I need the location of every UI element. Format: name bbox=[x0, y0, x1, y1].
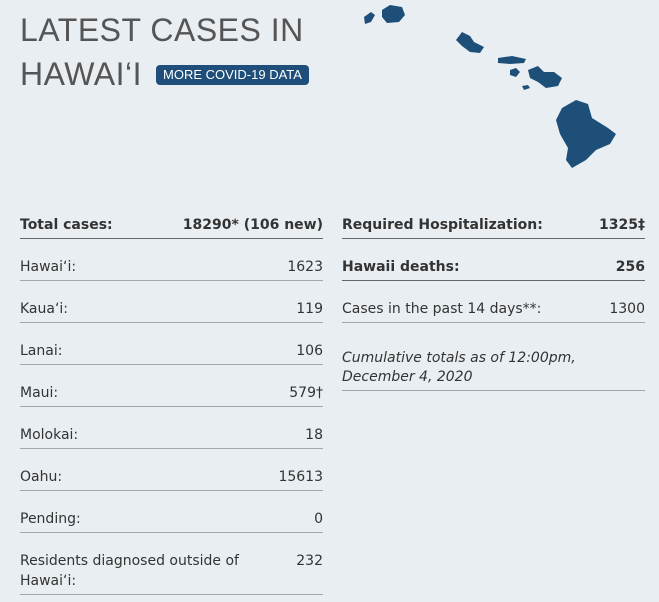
row-value: 1325‡ bbox=[599, 217, 645, 233]
row-label: Hawai‘i: bbox=[20, 259, 77, 275]
row-value: 15613 bbox=[278, 469, 323, 485]
row-value: 1300 bbox=[609, 301, 645, 317]
title-line: HAWAI‘I MORE COVID-19 DATA bbox=[20, 52, 309, 96]
left-table: Total cases: 18290* (106 new) Hawai‘i: 1623… bbox=[20, 197, 323, 595]
row-value: 1623 bbox=[287, 259, 323, 275]
table-row: Molokai: 18 bbox=[20, 407, 323, 449]
title: LATEST CASES IN HAWAI‘I MORE COVID-19 DAT… bbox=[20, 8, 309, 96]
table-row: Cases in the past 14 days**: 1300 bbox=[342, 281, 645, 323]
table-row: Hawaii deaths: 256 bbox=[342, 239, 645, 281]
right-table: Required Hospitalization: 1325‡ Hawaii dea… bbox=[342, 197, 645, 391]
hawaii-map bbox=[364, 5, 616, 168]
table-row: Lanai: 106 bbox=[20, 323, 323, 365]
title-text: HAWAI‘I bbox=[20, 56, 143, 92]
row-value: 232 bbox=[296, 553, 323, 569]
row-label: Kaua‘i: bbox=[20, 301, 69, 317]
more-data-button[interactable]: MORE COVID-19 DATA bbox=[156, 65, 309, 85]
row-label: Pending: bbox=[20, 511, 81, 527]
table-row: Required Hospitalization: 1325‡ bbox=[342, 197, 645, 239]
row-label: Total cases: bbox=[20, 217, 113, 233]
note: Cumulative totals as of 12:00pm, Decembe… bbox=[342, 323, 645, 391]
row-value: 256 bbox=[615, 259, 645, 275]
row-value: 106 bbox=[296, 343, 323, 359]
islands bbox=[364, 5, 616, 168]
row-value: 119 bbox=[296, 301, 323, 317]
row-value: 18290* (106 new) bbox=[182, 217, 323, 233]
row-label: Cases in the past 14 days**: bbox=[342, 301, 542, 317]
row-label: Molokai: bbox=[20, 427, 79, 443]
table-row: Total cases: 18290* (106 new) bbox=[20, 197, 323, 239]
row-label: Residents diagnosed outside of Hawai‘i: bbox=[20, 553, 239, 589]
table-row: Pending: 0 bbox=[20, 491, 323, 533]
row-value: 18 bbox=[305, 427, 323, 443]
row-label: Oahu: bbox=[20, 469, 63, 485]
row-value: 0 bbox=[314, 511, 323, 527]
row-label: Maui: bbox=[20, 385, 59, 401]
row-label: Required Hospitalization: bbox=[342, 217, 543, 233]
table-row: Maui: 579† bbox=[20, 365, 323, 407]
row-value: 579† bbox=[289, 385, 323, 401]
row-label: Lanai: bbox=[20, 343, 63, 359]
table-row: Oahu: 15613 bbox=[20, 449, 323, 491]
table-row: Residents diagnosed outside of Hawai‘i: 2… bbox=[20, 533, 323, 595]
table-row: Kaua‘i: 119 bbox=[20, 281, 323, 323]
row-label: Hawaii deaths: bbox=[342, 259, 460, 275]
table-row: Hawai‘i: 1623 bbox=[20, 239, 323, 281]
title-line: LATEST CASES IN bbox=[20, 12, 304, 48]
